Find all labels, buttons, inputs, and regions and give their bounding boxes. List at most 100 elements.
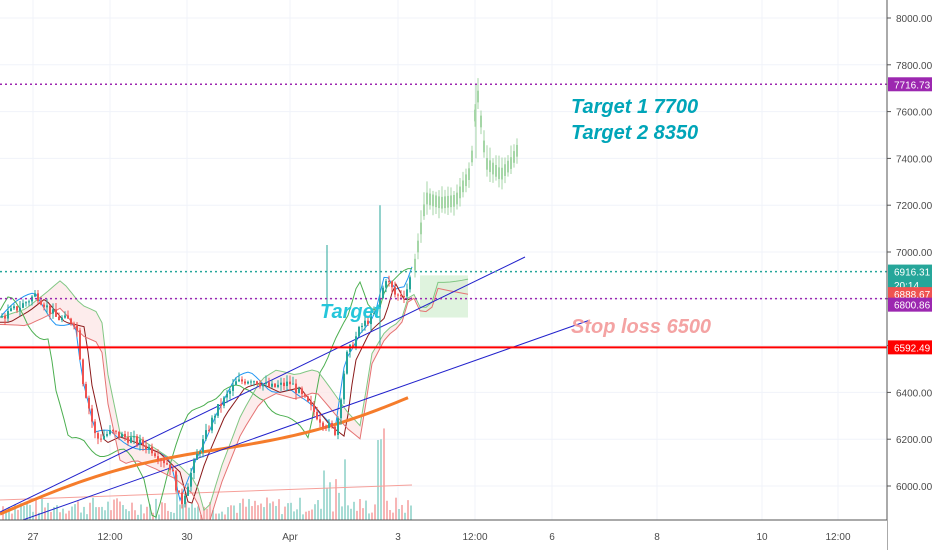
projection-body xyxy=(498,167,500,180)
candle-body xyxy=(157,456,159,460)
candle-body xyxy=(343,373,345,400)
volume-bar xyxy=(356,510,358,520)
projection-body xyxy=(495,165,497,177)
projection-body xyxy=(474,109,476,122)
candle-body xyxy=(184,495,186,505)
volume-bar xyxy=(251,506,253,520)
volume-bar xyxy=(197,506,199,520)
volume-bar xyxy=(71,506,73,520)
y-tick-label: 7600.00 xyxy=(896,108,932,119)
projection-candles xyxy=(414,78,518,278)
x-tick-label: 6 xyxy=(549,532,555,543)
volume-bar xyxy=(11,513,13,520)
volume-bar xyxy=(410,505,412,520)
volume-bar xyxy=(248,499,250,520)
horizontal-lines xyxy=(0,83,887,349)
volume-bar xyxy=(347,505,349,520)
lagging-span xyxy=(0,268,413,518)
volume-bar xyxy=(116,498,118,520)
volume-bar xyxy=(80,512,82,520)
volume-bar xyxy=(65,513,67,520)
volume-bar xyxy=(260,503,262,520)
candle-body xyxy=(403,296,405,298)
candle-body xyxy=(40,301,42,305)
candle-body xyxy=(82,359,84,385)
candle-body xyxy=(190,472,192,487)
leading-span-b xyxy=(0,287,469,527)
projection-body xyxy=(426,192,428,205)
projection-body xyxy=(504,164,506,176)
volume-bar xyxy=(41,497,43,520)
projection-body xyxy=(414,258,416,271)
volume-bar xyxy=(359,499,361,520)
volume-bar xyxy=(68,510,70,520)
candle-body xyxy=(121,433,123,438)
volume-bar xyxy=(92,497,94,520)
candle-body xyxy=(322,422,324,427)
volume-bar xyxy=(50,511,52,520)
volume-bar xyxy=(86,514,88,520)
candle-body xyxy=(373,313,375,315)
volume-bar xyxy=(263,507,265,520)
price-tag-label: 20:14 xyxy=(894,281,919,292)
volume-bar xyxy=(95,507,97,520)
candle-body xyxy=(28,301,30,303)
candle-body xyxy=(166,463,168,465)
candle-body xyxy=(400,294,402,297)
volume-bar xyxy=(338,492,340,520)
candle-body xyxy=(73,323,75,326)
projection-body xyxy=(441,196,443,209)
volume-ma-line xyxy=(0,484,413,501)
candle-body xyxy=(406,289,408,297)
candle-body xyxy=(250,381,252,383)
candle-body xyxy=(334,426,336,435)
candle-body xyxy=(256,381,258,385)
candle-body xyxy=(55,309,57,317)
candle-body xyxy=(10,308,12,312)
candle-body xyxy=(58,316,60,321)
candle-body xyxy=(76,325,78,331)
volume-bar xyxy=(365,500,367,520)
candle-body xyxy=(88,397,90,409)
candle-body xyxy=(133,436,135,438)
channel-lower-line xyxy=(0,319,591,529)
volume-bar xyxy=(245,506,247,520)
volume-bar xyxy=(311,509,313,520)
volume-bar xyxy=(53,506,55,520)
volume-bar xyxy=(278,499,280,520)
annotation-target: Target xyxy=(320,301,382,323)
x-axis-panel[interactable] xyxy=(0,520,887,550)
volume-bar xyxy=(23,506,25,520)
volume-bar xyxy=(269,503,271,520)
volume-bar xyxy=(257,505,259,520)
candle-body xyxy=(16,306,18,311)
candle-body xyxy=(241,379,243,382)
volume-bar xyxy=(281,514,283,520)
volume-bar xyxy=(122,505,124,520)
candle-body xyxy=(337,418,339,435)
candle-body xyxy=(37,293,39,302)
candle-body xyxy=(391,281,393,288)
candle-body xyxy=(181,492,183,505)
candle-body xyxy=(409,277,411,290)
candle-body xyxy=(43,304,45,308)
volume-bar xyxy=(407,500,409,520)
candle-body xyxy=(298,388,300,394)
candle-body xyxy=(277,384,279,387)
volume-bar xyxy=(161,502,163,520)
y-tick-label: 7200.00 xyxy=(896,201,932,212)
volume-bar xyxy=(134,510,136,520)
candle-body xyxy=(160,459,162,461)
volume-bar xyxy=(167,510,169,520)
projection-body xyxy=(456,192,458,205)
price-tag-label: 6800.86 xyxy=(894,301,931,312)
projection-body xyxy=(492,162,494,175)
volume-bar xyxy=(242,498,244,520)
volume-bar xyxy=(317,500,319,520)
annotation-stop-loss: Stop loss 6500 xyxy=(571,316,711,338)
candle-body xyxy=(64,315,66,318)
volume-bar xyxy=(383,428,385,520)
volume-bar xyxy=(170,511,172,520)
